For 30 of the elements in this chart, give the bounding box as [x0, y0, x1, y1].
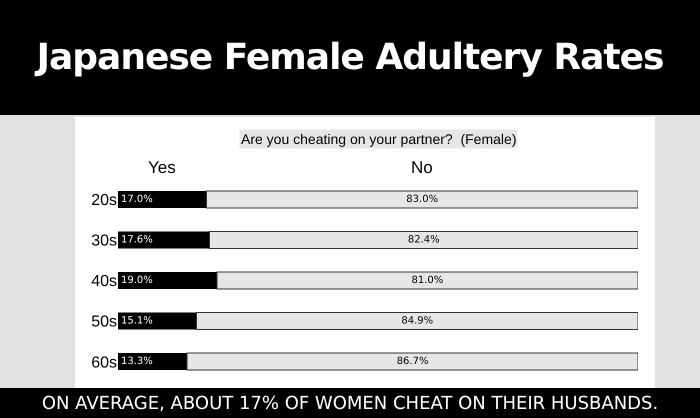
data-label: 15.1%	[121, 316, 153, 327]
series-label: Yes	[148, 158, 176, 177]
data-label: 17.0%	[121, 194, 153, 205]
data-label: 19.0%	[121, 275, 153, 286]
bar	[118, 190, 206, 208]
y-tick-label: 50s	[91, 314, 117, 331]
y-tick-label: 40s	[91, 273, 117, 290]
data-label: 83.0%	[406, 194, 438, 205]
y-tick-label: 20s	[91, 192, 117, 209]
data-label: 82.4%	[408, 234, 440, 246]
bar	[206, 190, 638, 208]
bar	[118, 272, 217, 290]
bar	[216, 271, 638, 290]
series-label: No	[411, 158, 433, 177]
y-tick-label: 60s	[91, 354, 117, 372]
chart-subtitle: Are you cheating on your partner? (Female)	[241, 131, 516, 147]
bar	[196, 312, 638, 330]
data-label: 17.6%	[121, 234, 153, 246]
data-label: 81.0%	[412, 275, 444, 286]
data-label: 13.3%	[121, 356, 153, 368]
bar	[209, 230, 638, 249]
y-tick-label: 30s	[91, 232, 117, 250]
text: ON AVERAGE, ABOUT 17% OF WOMEN CHEAT ON THEIR HUSBANDS.	[0, 388, 700, 418]
data-label: 86.7%	[396, 356, 428, 368]
bar	[186, 352, 638, 371]
bar	[118, 312, 197, 330]
bar	[118, 231, 210, 248]
data-label: 84.9%	[401, 316, 434, 327]
bar	[118, 353, 188, 370]
chart-title: Japanese Female Adultery Rates	[0, 0, 700, 115]
